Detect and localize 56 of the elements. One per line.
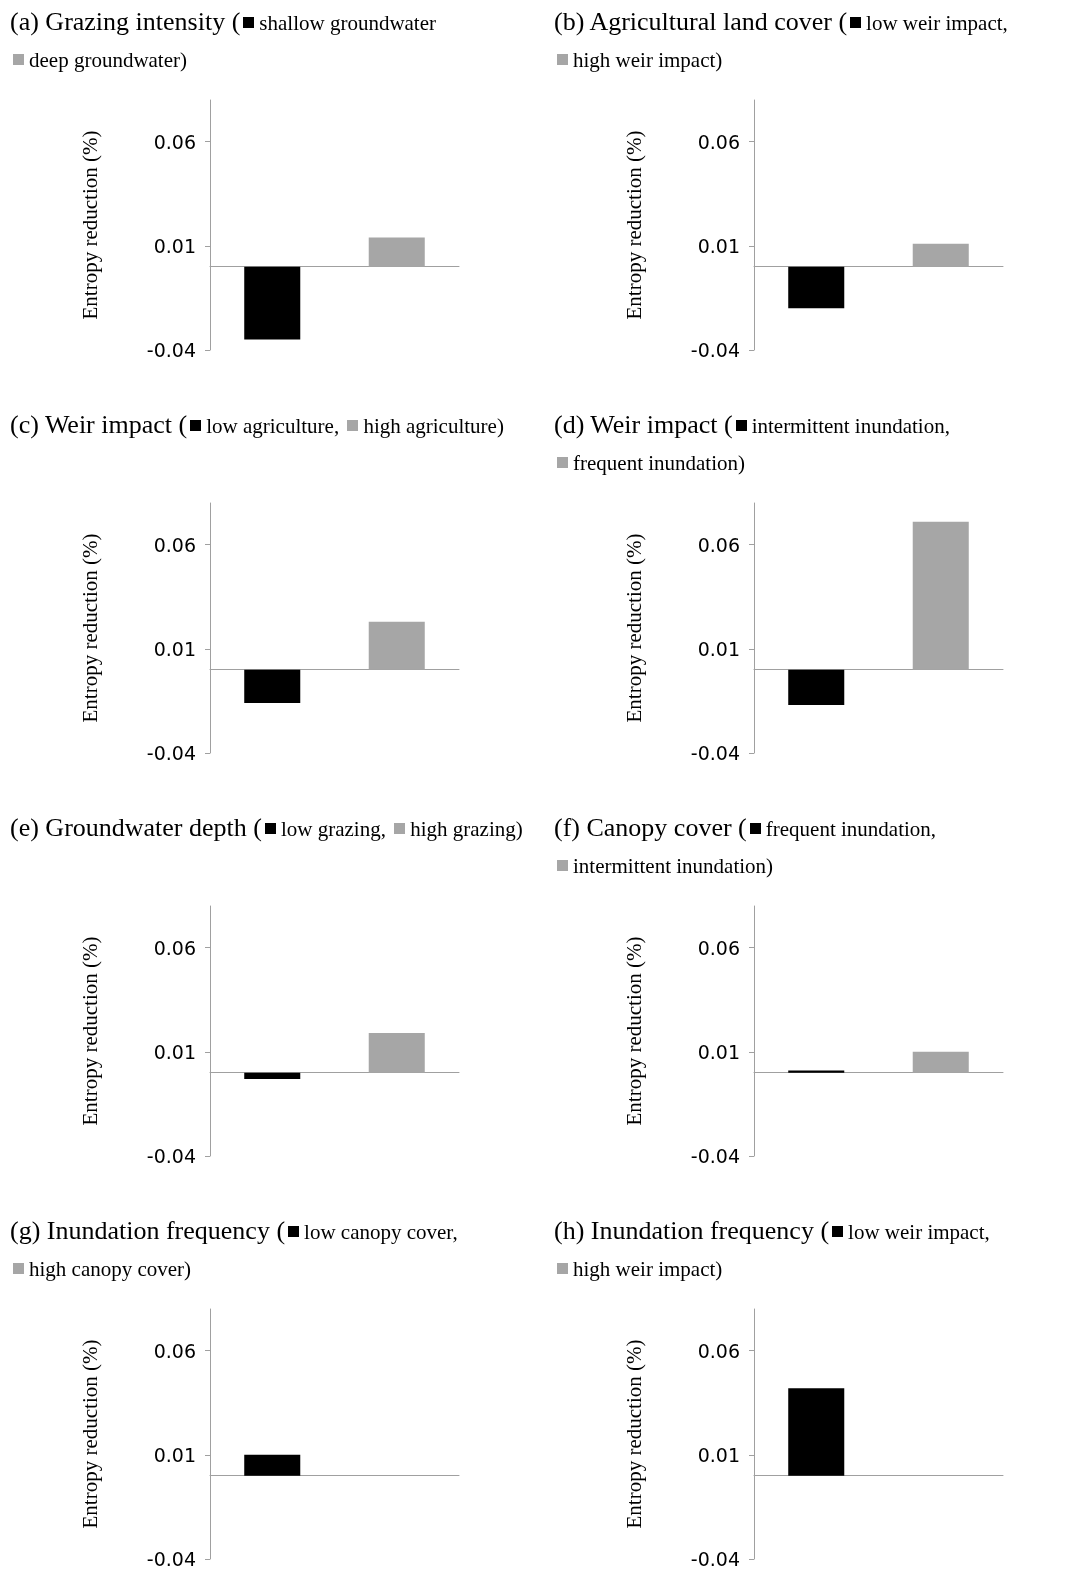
chart-title: (g) Inundation frequency ( (10, 1216, 286, 1245)
y-tick-label: 0.01 (697, 234, 740, 257)
legend-label: low agriculture, (206, 414, 340, 438)
chart-title: (f) Canopy cover ( (554, 813, 747, 842)
y-tick-label: 0.01 (697, 637, 740, 660)
y-tick-label: -0.04 (690, 1548, 740, 1570)
y-axis-title: Entropy reduction (%) (77, 533, 102, 723)
y-tick-label: -0.04 (690, 1145, 740, 1167)
y-tick-label: -0.04 (690, 742, 740, 764)
y-tick-label: 0.01 (153, 1443, 196, 1466)
y-tick-label: -0.04 (146, 742, 196, 764)
y-tick-label: 0.06 (153, 130, 196, 153)
y-axis-title: Entropy reduction (%) (77, 130, 102, 320)
legend-label: shallow groundwater (259, 11, 437, 35)
legend-label: low grazing, (280, 817, 386, 841)
chart-title: (d) Weir impact ( (554, 410, 733, 439)
y-tick-label: 0.01 (153, 1040, 196, 1063)
y-axis-title: Entropy reduction (%) (77, 1339, 102, 1529)
legend-label: low weir impact, (866, 11, 1008, 35)
chart-title: (a) Grazing intensity ( (10, 7, 241, 36)
y-axis-title: Entropy reduction (%) (621, 936, 646, 1126)
y-tick-label: -0.04 (146, 1548, 196, 1570)
y-tick-label: 0.06 (697, 936, 740, 959)
legend-label: intermittent inundation, (751, 414, 950, 438)
y-tick-label: 0.06 (697, 130, 740, 153)
legend-label: low canopy cover, (304, 1220, 458, 1244)
legend-label: high canopy cover) (29, 1257, 192, 1281)
y-tick-label: -0.04 (146, 339, 196, 361)
y-axis-title: Entropy reduction (%) (621, 533, 646, 723)
legend-label: deep groundwater) (29, 48, 188, 72)
legend-label: low weir impact, (848, 1220, 990, 1244)
legend-label: high weir impact) (573, 48, 723, 72)
legend-label: high agriculture) (363, 414, 504, 438)
y-tick-label: -0.04 (146, 1145, 196, 1167)
legend-label: high weir impact) (573, 1257, 723, 1281)
y-axis-title: Entropy reduction (%) (621, 130, 646, 320)
y-tick-label: 0.01 (153, 637, 196, 660)
chart-title: (b) Agricultural land cover ( (554, 7, 848, 36)
y-tick-label: 0.06 (697, 533, 740, 556)
y-tick-label: 0.01 (697, 1443, 740, 1466)
y-axis-title: Entropy reduction (%) (77, 936, 102, 1126)
y-tick-label: 0.06 (153, 936, 196, 959)
legend-label: frequent inundation) (573, 451, 746, 475)
chart-title: (c) Weir impact ( (10, 410, 188, 439)
y-tick-label: 0.06 (153, 533, 196, 556)
y-tick-label: 0.01 (697, 1040, 740, 1063)
y-tick-label: 0.06 (153, 1339, 196, 1362)
legend-label: high grazing) (410, 817, 523, 841)
chart-title: (h) Inundation frequency ( (554, 1216, 830, 1245)
y-tick-label: 0.01 (153, 234, 196, 257)
legend-label: intermittent inundation) (573, 854, 774, 878)
y-tick-label: -0.04 (690, 339, 740, 361)
y-axis-title: Entropy reduction (%) (621, 1339, 646, 1529)
legend-label: frequent inundation, (765, 817, 937, 841)
y-tick-label: 0.06 (697, 1339, 740, 1362)
chart-title: (e) Groundwater depth ( (10, 813, 262, 842)
